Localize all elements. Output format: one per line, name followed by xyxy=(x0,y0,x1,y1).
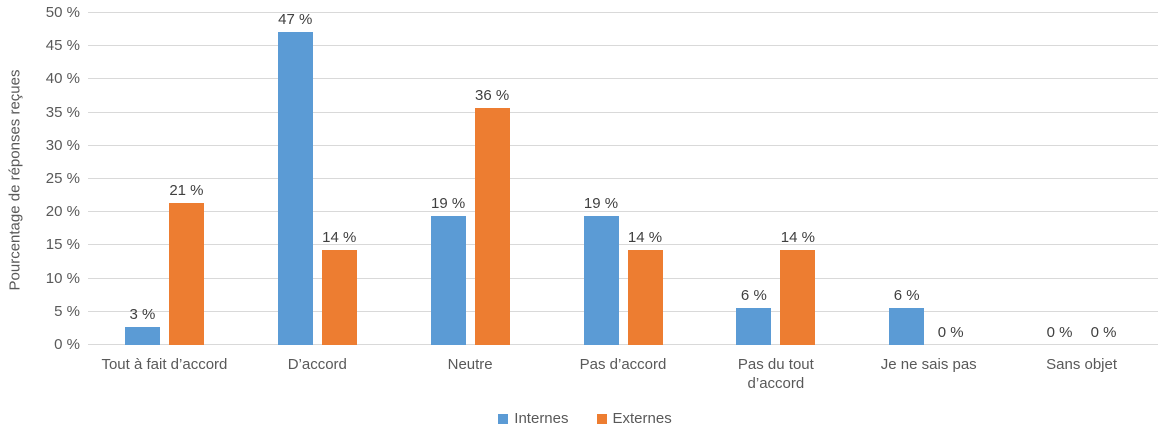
bar-externes: 36 % xyxy=(474,87,510,345)
data-label: 19 % xyxy=(431,194,466,212)
y-tick-label: 0 % xyxy=(54,336,80,353)
data-label: 0 % xyxy=(937,324,964,341)
gridline xyxy=(88,344,1158,345)
bar-externes: 21 % xyxy=(168,182,204,345)
y-tick-label: 30 % xyxy=(45,136,80,154)
category-group: 19 % 36 % xyxy=(394,13,547,345)
category-group: 0 % 0 % xyxy=(1005,13,1158,345)
data-label: 0 % xyxy=(1090,324,1117,341)
data-label: 6 % xyxy=(740,287,767,305)
y-tick-label: 35 % xyxy=(45,103,80,121)
gridline xyxy=(88,310,1158,312)
category-group: 6 % 14 % xyxy=(699,13,852,345)
x-axis-label: Pas du tout d’accord xyxy=(737,356,814,392)
legend-label: Internes xyxy=(514,410,569,427)
x-axis-labels: Tout à fait d’accord D’accord Neutre Pas d’… xyxy=(88,355,1158,393)
legend-label: Externes xyxy=(612,410,672,427)
x-axis-label: Je ne sais pas xyxy=(880,356,977,373)
x-axis-label: Sans objet xyxy=(1046,356,1118,373)
data-label: 14 % xyxy=(627,229,663,247)
y-tick-label: 15 % xyxy=(45,236,80,254)
x-axis-label: Tout à fait d’accord xyxy=(101,356,228,373)
gridline xyxy=(88,244,1158,246)
category-group: 6 % 0 % xyxy=(852,13,1005,345)
gridline xyxy=(88,178,1158,179)
y-tick-label: 50 % xyxy=(45,4,80,21)
data-label: 21 % xyxy=(169,181,204,199)
legend-swatch-externes xyxy=(596,414,607,424)
data-label: 47 % xyxy=(278,10,313,28)
y-tick-label: 5 % xyxy=(54,302,80,320)
y-tick-label: 25 % xyxy=(45,170,80,187)
bar-internes: 3 % xyxy=(124,306,160,345)
category-group: 3 % 21 % xyxy=(88,13,241,345)
y-axis-ticks: 0 % 5 % 10 % 15 % 20 % 25 % 30 % 35 % 40 % 45 % 50… xyxy=(0,4,80,353)
bar-internes: 19 % xyxy=(583,195,619,345)
bar-internes: 6 % xyxy=(889,287,925,345)
legend-item-externes: Externes xyxy=(596,410,672,428)
gridline xyxy=(88,111,1158,113)
data-label: 36 % xyxy=(475,86,510,104)
bar-externes: 14 % xyxy=(627,229,663,345)
data-label: 3 % xyxy=(129,305,156,323)
data-label: 6 % xyxy=(893,287,920,305)
y-tick-label: 10 % xyxy=(45,269,80,287)
bar-internes: 47 % xyxy=(277,11,313,345)
gridline xyxy=(88,211,1158,213)
legend: Internes Externes xyxy=(0,410,1170,428)
bar-externes: 14 % xyxy=(780,229,816,345)
plot-area: 3 % 21 % 47 % 14 % 19 % 36 % 19 % 14 % 6 % 14 % 6 … xyxy=(88,11,1158,345)
bar-internes: 19 % xyxy=(430,195,466,345)
category-group: 19 % 14 % xyxy=(547,13,700,345)
legend-swatch-internes xyxy=(498,414,509,424)
x-axis-label: Neutre xyxy=(447,356,493,373)
gridline xyxy=(88,45,1158,47)
bar-externes: 14 % xyxy=(321,229,357,345)
y-tick-label: 40 % xyxy=(45,70,80,88)
gridline xyxy=(88,12,1158,13)
gridline xyxy=(88,144,1158,146)
data-label: 19 % xyxy=(583,194,619,212)
y-tick-label: 45 % xyxy=(45,37,80,55)
gridline xyxy=(88,277,1158,279)
y-tick-label: 20 % xyxy=(45,203,80,221)
data-label: 14 % xyxy=(780,229,815,247)
x-axis-label: Pas d’accord xyxy=(579,356,667,373)
legend-item-internes: Internes xyxy=(498,410,569,428)
data-label: 14 % xyxy=(322,229,357,247)
category-group: 47 % 14 % xyxy=(241,11,394,345)
data-label: 0 % xyxy=(1046,324,1073,341)
gridline xyxy=(88,78,1158,80)
bar-internes: 6 % xyxy=(736,287,772,345)
x-axis-label: D’accord xyxy=(287,356,347,373)
